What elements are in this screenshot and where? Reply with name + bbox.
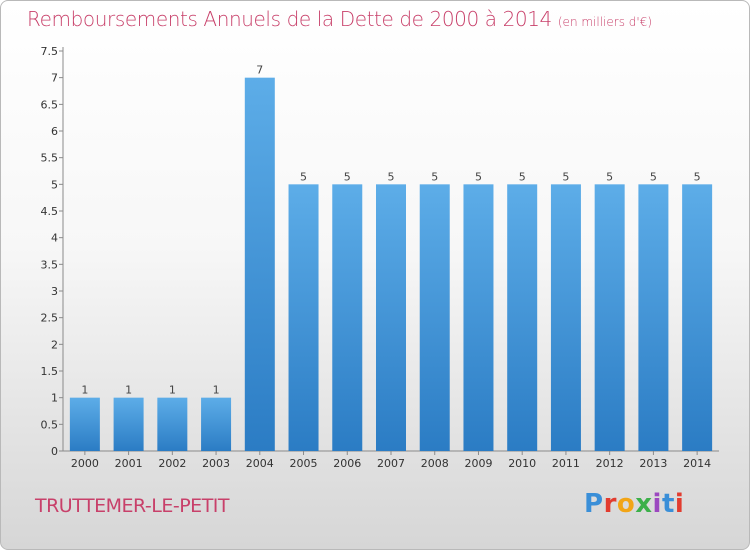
x-tick-label-2014: 2014 (683, 457, 711, 470)
value-label-2008: 5 (431, 170, 438, 183)
x-tick-label-2010: 2010 (508, 457, 536, 470)
value-label-2014: 5 (694, 170, 701, 183)
bar-2010 (507, 184, 538, 452)
bar-2000 (69, 397, 100, 451)
value-label-2004: 7 (256, 64, 263, 77)
y-tick-label: 5.5 (41, 152, 59, 165)
value-label-2000: 1 (81, 384, 88, 397)
bar-2003 (201, 397, 232, 451)
bar-2004 (244, 77, 275, 452)
chart-labels: 1 2000 1 2001 1 2002 1 2003 7 2004 5 2005 5 2006 5 2007… (71, 64, 711, 470)
bar-2007 (376, 184, 406, 452)
y-tick-label: 6.5 (41, 98, 59, 111)
value-label-2006: 5 (344, 170, 351, 183)
x-tick-label-2001: 2001 (115, 457, 143, 470)
y-tick-label: 2.5 (41, 312, 59, 325)
value-label-2002: 1 (169, 384, 176, 397)
y-tick-label: 1.5 (41, 365, 59, 378)
x-tick-label-2005: 2005 (290, 457, 318, 470)
logo-letter: x (635, 489, 653, 519)
chart-axes: 0 0.5 1 1.5 2 2.5 3 3.5 4 4.5 5 5.5 6 6.5 7 7.5 (41, 45, 719, 458)
x-tick-label-2000: 2000 (71, 457, 99, 470)
bar-2005 (288, 184, 319, 452)
x-tick-label-2009: 2009 (464, 457, 492, 470)
value-label-2007: 5 (388, 170, 395, 183)
value-label-2003: 1 (213, 384, 220, 397)
y-tick-label: 7.5 (41, 45, 59, 58)
x-tick-label-2002: 2002 (158, 457, 186, 470)
x-tick-label-2013: 2013 (639, 457, 667, 470)
x-tick-label-2003: 2003 (202, 457, 230, 470)
bar-2014 (682, 184, 713, 452)
x-tick-label-2011: 2011 (552, 457, 580, 470)
y-tick-label: 6 (51, 125, 58, 138)
value-label-2011: 5 (562, 170, 569, 183)
y-tick-label: 2 (51, 338, 58, 351)
y-tick-label: 3.5 (41, 258, 59, 271)
bar-2008 (419, 184, 450, 452)
logo-letter: o (616, 489, 636, 519)
y-tick-label: 3 (51, 285, 58, 298)
bar-2009 (463, 184, 494, 452)
bar-2001 (113, 397, 144, 451)
value-label-2010: 5 (519, 170, 526, 183)
commune-name: TRUTTEMER-LE-PETIT (35, 495, 230, 517)
x-tick-label-2012: 2012 (596, 457, 624, 470)
y-tick-label: 0.5 (41, 418, 59, 431)
x-tick-label-2008: 2008 (421, 457, 449, 470)
bar-2006 (332, 184, 363, 452)
y-tick-label: 5 (51, 178, 58, 191)
bar-2011 (550, 184, 581, 452)
logo-letter: i (674, 489, 685, 519)
y-tick-label: 4.5 (41, 205, 59, 218)
bar-2013 (638, 184, 669, 452)
logo-letter: r (603, 489, 617, 519)
value-label-2013: 5 (650, 170, 657, 183)
y-tick-label: 4 (51, 232, 58, 245)
logo-letter: t (661, 489, 675, 519)
y-tick-label: 0 (51, 445, 58, 458)
y-tick-label: 1 (51, 392, 58, 405)
proxiti-logo: Proxiti (584, 489, 684, 519)
chart-title-unit: (en milliers d'€) (557, 15, 652, 29)
bar-2012 (594, 184, 625, 452)
chart-title-text: Remboursements Annuels de la Dette de 20… (27, 7, 552, 31)
value-label-2009: 5 (475, 170, 482, 183)
chart-title: Remboursements Annuels de la Dette de 20… (27, 7, 652, 31)
x-tick-label-2004: 2004 (246, 457, 274, 470)
value-label-2005: 5 (300, 170, 307, 183)
chart-bars (69, 77, 713, 452)
x-tick-label-2006: 2006 (333, 457, 361, 470)
logo-letter: i (652, 489, 662, 519)
y-tick-label: 7 (51, 72, 58, 85)
value-label-2012: 5 (606, 170, 613, 183)
bar-2002 (157, 397, 188, 451)
logo-letter: P (584, 489, 604, 519)
x-tick-label-2007: 2007 (377, 457, 405, 470)
value-label-2001: 1 (125, 384, 132, 397)
